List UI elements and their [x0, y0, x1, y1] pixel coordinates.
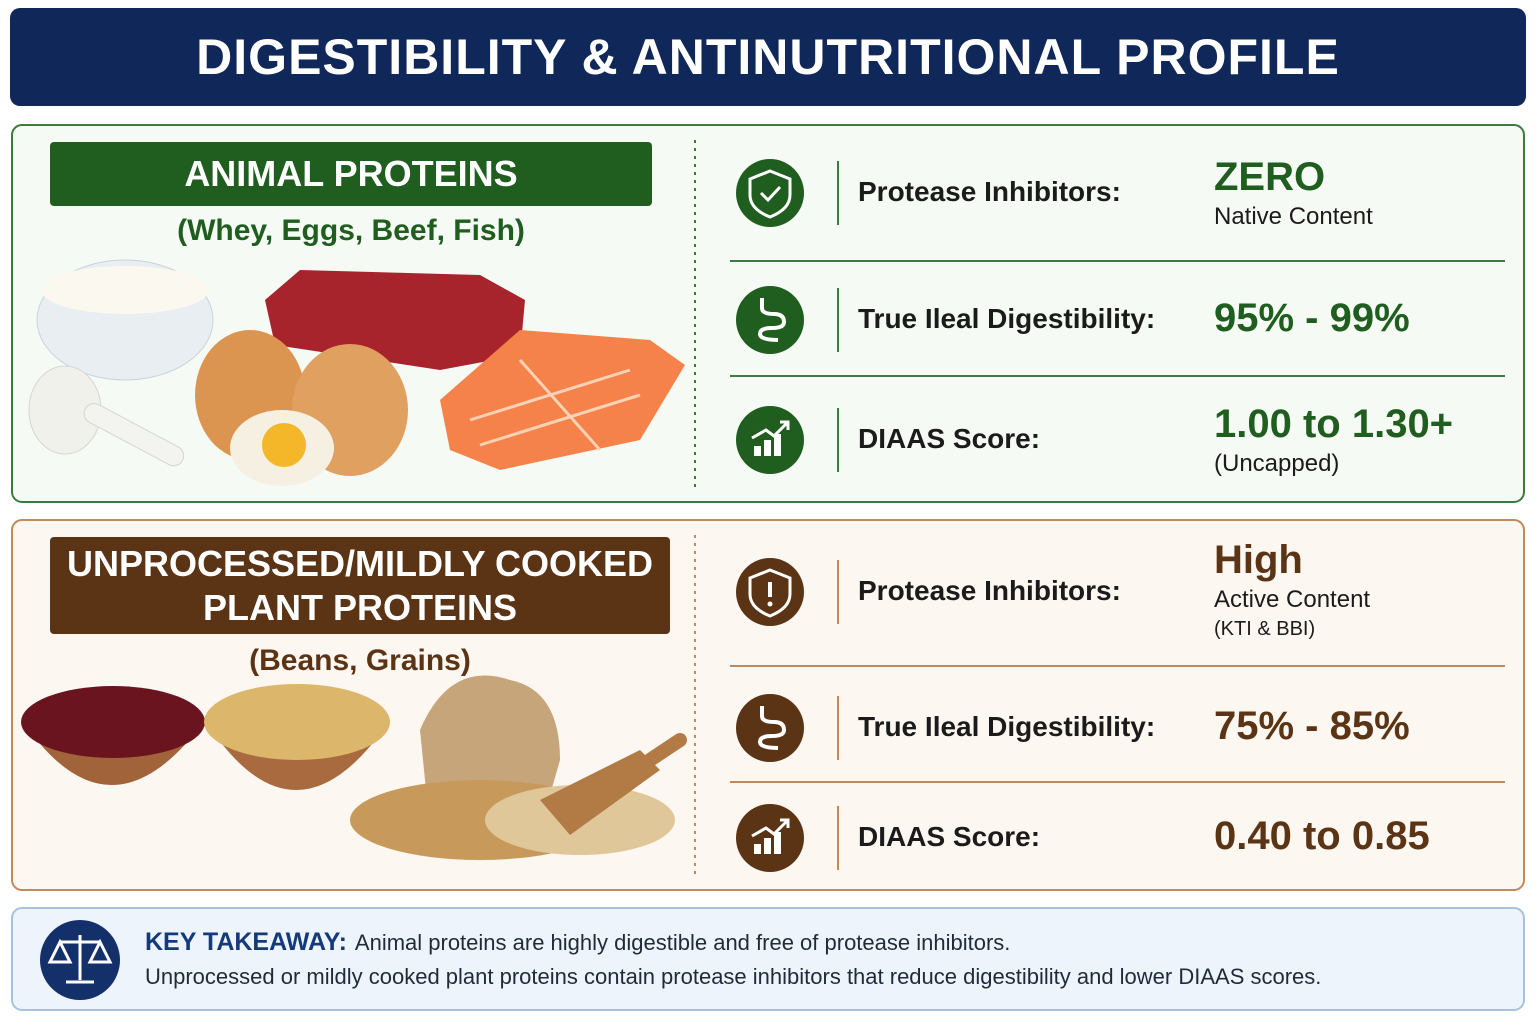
row-note: (KTI & BBI) [1214, 618, 1316, 640]
takeaway-text: Animal proteins are highly digestible an… [354, 930, 1011, 955]
row-label: DIAAS Score: [858, 821, 1041, 852]
row-value: 1.00 to 1.30+ [1214, 402, 1454, 446]
row-icon [736, 286, 804, 354]
gut-glyph [757, 706, 787, 750]
section-heading: ANIMAL PROTEINS [50, 142, 652, 206]
row-label: Protease Inhibitors: [858, 176, 1121, 207]
page-title: DIGESTIBILITY & ANTINUTRITIONAL PROFILE [196, 29, 1340, 85]
row-label: Protease Inhibitors: [858, 575, 1121, 606]
row-icon [736, 159, 804, 227]
chart-glyph [764, 838, 771, 854]
gut-glyph [757, 298, 787, 342]
row-label: True Ileal Digestibility: [858, 711, 1156, 742]
takeaway-lead: KEY TAKEAWAY: [145, 928, 347, 956]
takeaway-line: KEY TAKEAWAY: Animal proteins are highly … [145, 928, 1010, 957]
balance-glyph [47, 935, 113, 984]
row-icon [736, 694, 804, 762]
shield-glyph [748, 568, 792, 618]
takeaway-panel [11, 907, 1525, 1011]
shield-glyph [767, 601, 773, 607]
chart-glyph [754, 446, 761, 456]
animal-foods [28, 259, 685, 486]
takeaway-text: Unprocessed or mildly cooked plant prote… [145, 964, 1322, 989]
heading-line: ANIMAL PROTEINS [184, 153, 518, 194]
shield-glyph [748, 169, 792, 219]
row-value: High [1214, 538, 1303, 582]
section-heading: UNPROCESSED/MILDLY COOKED PLANT PROTEINS [50, 537, 670, 634]
chart-glyph [774, 434, 781, 456]
row-note: Active Content [1214, 586, 1371, 613]
chart-glyph [751, 420, 790, 440]
section-subheading: (Beans, Grains) [249, 644, 471, 677]
row-note: (Uncapped) [1214, 450, 1340, 477]
row-value: 95% - 99% [1214, 296, 1410, 340]
row-label: True Ileal Digestibility: [858, 303, 1156, 334]
heading-line: UNPROCESSED/MILDLY COOKED [66, 542, 654, 584]
chart-glyph [764, 440, 771, 456]
row-label: DIAAS Score: [858, 423, 1041, 454]
row-value: 75% - 85% [1214, 704, 1410, 748]
row-note: Native Content [1214, 203, 1373, 230]
shield-glyph [759, 185, 782, 203]
section-subheading: (Whey, Eggs, Beef, Fish) [177, 214, 525, 247]
row-value: 0.40 to 0.85 [1214, 814, 1430, 858]
chart-glyph [751, 818, 790, 838]
plant-foods [21, 675, 687, 860]
heading-line: PLANT PROTEINS [202, 586, 517, 628]
header-bar [10, 8, 1526, 106]
chart-glyph [754, 844, 761, 854]
chart-glyph [774, 832, 781, 854]
row-value: ZERO [1214, 155, 1326, 199]
